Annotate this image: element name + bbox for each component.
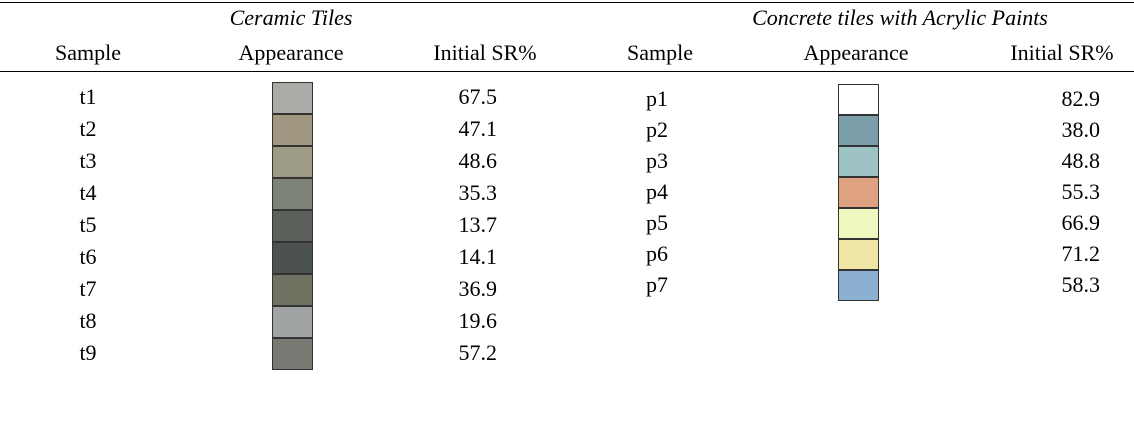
column-header: Sample xyxy=(627,40,693,65)
appearance-swatch xyxy=(838,146,879,177)
sample-id: t4 xyxy=(79,180,97,205)
appearance-swatch xyxy=(838,115,879,146)
sample-id: t6 xyxy=(79,244,97,269)
column-header: Sample xyxy=(55,40,121,65)
top-rule xyxy=(0,2,1134,3)
initial-sr: 36.9 xyxy=(458,276,498,301)
appearance-swatch xyxy=(838,270,879,301)
sample-id: t7 xyxy=(79,276,97,301)
initial-sr: 38.0 xyxy=(1061,117,1101,142)
initial-sr: 67.5 xyxy=(458,84,498,109)
group-title: Concrete tiles with Acrylic Paints xyxy=(752,5,1048,30)
initial-sr: 58.3 xyxy=(1061,272,1101,297)
appearance-swatch xyxy=(272,82,313,114)
initial-sr: 82.9 xyxy=(1061,86,1101,111)
initial-sr: 57.2 xyxy=(458,340,498,365)
initial-sr: 48.6 xyxy=(458,148,498,173)
initial-sr: 48.8 xyxy=(1061,148,1101,173)
appearance-swatch xyxy=(272,242,313,274)
sample-id: p4 xyxy=(646,179,668,204)
initial-sr: 55.3 xyxy=(1061,179,1101,204)
appearance-swatch xyxy=(272,114,313,146)
appearance-swatch xyxy=(272,274,313,306)
appearance-swatch xyxy=(838,177,879,208)
initial-sr: 66.9 xyxy=(1061,210,1101,235)
initial-sr: 47.1 xyxy=(458,116,498,141)
sample-id: t2 xyxy=(79,116,97,141)
sample-id: p5 xyxy=(646,210,668,235)
appearance-swatch xyxy=(272,146,313,178)
sample-id: t3 xyxy=(79,148,97,173)
initial-sr: 19.6 xyxy=(458,308,498,333)
sample-id: p6 xyxy=(646,241,668,266)
column-header: Initial SR% xyxy=(1010,40,1114,65)
sample-id: t5 xyxy=(79,212,97,237)
appearance-swatch xyxy=(838,208,879,239)
appearance-swatch xyxy=(272,178,313,210)
header-rule xyxy=(0,71,1134,72)
column-header: Initial SR% xyxy=(433,40,537,65)
sample-id: t1 xyxy=(79,84,97,109)
sample-id: p2 xyxy=(646,117,668,142)
appearance-swatch xyxy=(272,338,313,370)
appearance-swatch xyxy=(272,210,313,242)
column-header: Appearance xyxy=(803,40,909,65)
appearance-swatch xyxy=(838,239,879,270)
sample-id: p3 xyxy=(646,148,668,173)
sample-id: p1 xyxy=(646,86,668,111)
group-title: Ceramic Tiles xyxy=(229,5,353,30)
column-header: Appearance xyxy=(238,40,344,65)
appearance-swatch xyxy=(838,84,879,115)
initial-sr: 13.7 xyxy=(458,212,498,237)
sample-id: p7 xyxy=(646,272,668,297)
sample-id: t9 xyxy=(79,340,97,365)
sample-id: t8 xyxy=(79,308,97,333)
initial-sr: 71.2 xyxy=(1061,241,1101,266)
appearance-swatch xyxy=(272,306,313,338)
initial-sr: 35.3 xyxy=(458,180,498,205)
initial-sr: 14.1 xyxy=(458,244,498,269)
